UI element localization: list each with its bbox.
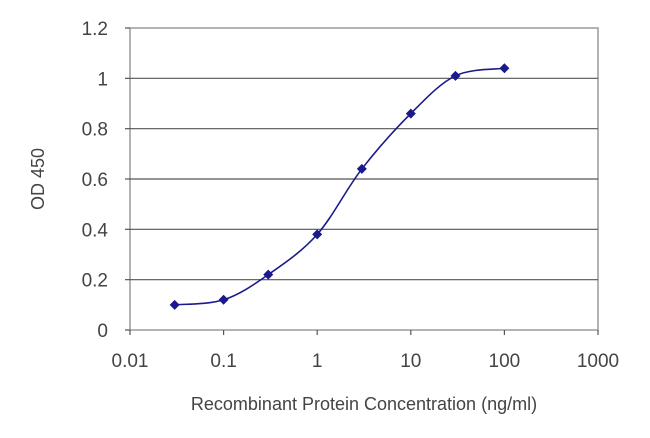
data-point-marker bbox=[218, 294, 229, 305]
y-tick-label: 1.2 bbox=[82, 19, 108, 40]
y-tick-label: 1 bbox=[97, 69, 108, 90]
data-point-marker bbox=[263, 269, 274, 280]
data-point-marker bbox=[312, 229, 323, 240]
x-axis-title: Recombinant Protein Concentration (ng/ml… bbox=[191, 394, 537, 414]
y-axis-title: OD 450 bbox=[28, 148, 48, 210]
y-tick-label: 0.2 bbox=[82, 271, 108, 292]
x-tick-label: 1 bbox=[312, 351, 323, 372]
y-tick-label: 0.8 bbox=[82, 120, 108, 141]
data-point-marker bbox=[450, 70, 461, 81]
x-tick-label: 100 bbox=[489, 351, 521, 372]
x-tick-label: 10 bbox=[400, 351, 421, 372]
series-line bbox=[174, 67, 505, 306]
y-tick-label: 0.4 bbox=[82, 220, 109, 241]
data-point-marker bbox=[356, 163, 367, 174]
y-tick-label: 0 bbox=[97, 321, 108, 342]
x-tick-label: 0.1 bbox=[210, 351, 236, 372]
x-tick-label: 0.01 bbox=[112, 351, 149, 372]
axes: 0 0.2 0.4 0.6 0.8 1 1.2 0.01 0.1 1 10 100 1000 bbox=[82, 19, 620, 372]
data-point-marker bbox=[169, 299, 180, 310]
series-layer bbox=[169, 63, 510, 310]
data-point-marker bbox=[405, 108, 416, 119]
gridlines bbox=[130, 77, 598, 281]
data-point-marker bbox=[499, 63, 510, 74]
x-tick-label: 1000 bbox=[577, 351, 619, 372]
y-tick-label: 0.6 bbox=[82, 170, 108, 191]
